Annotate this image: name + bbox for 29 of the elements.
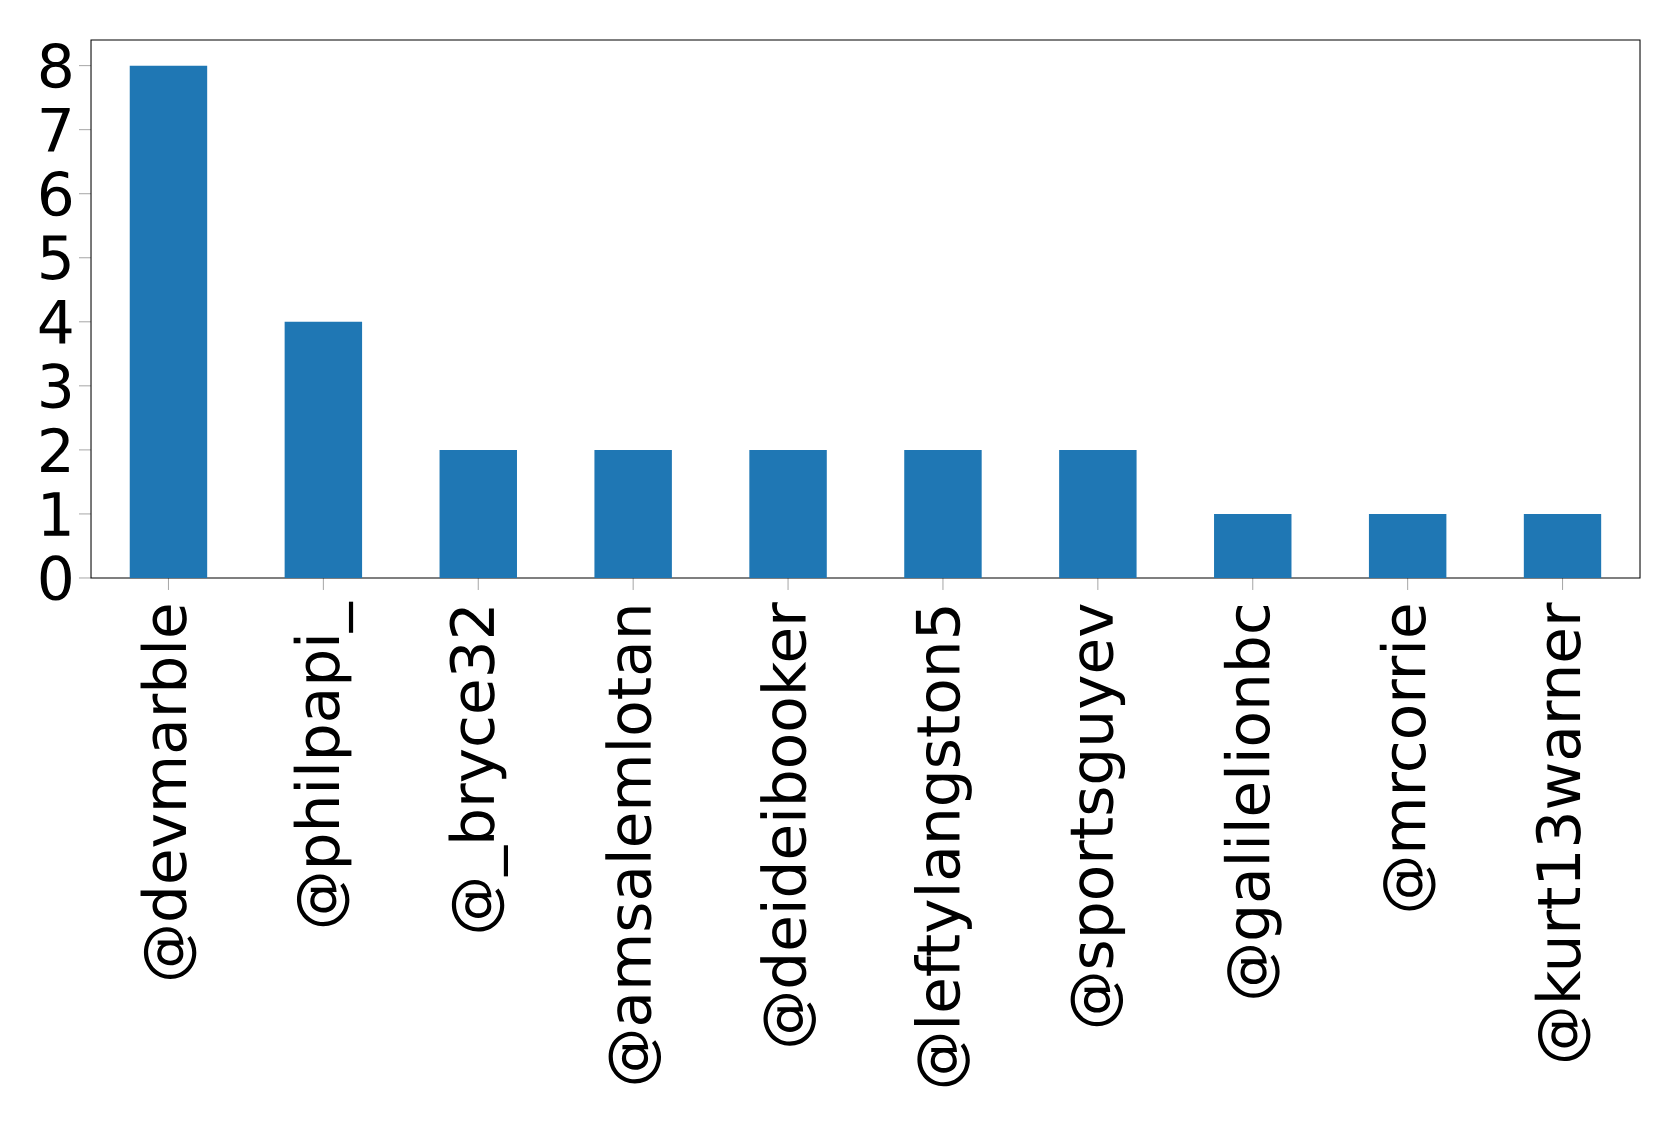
y-tick-label: 0 bbox=[40, 555, 71, 601]
x-tick-label: @leftylangston5 bbox=[914, 607, 972, 1087]
x-tick-label: @galilelionbc bbox=[1223, 606, 1282, 998]
bar bbox=[439, 449, 517, 578]
y-tick-label: 7 bbox=[41, 107, 70, 152]
bar bbox=[749, 449, 827, 578]
x-tick-label: @devmarble bbox=[140, 605, 197, 979]
y-tick-label: 3 bbox=[41, 363, 71, 409]
x-tick-label: @deideibooker bbox=[760, 602, 816, 1046]
x-tick-label: @sportsguyev bbox=[1070, 604, 1126, 1027]
x-tick-label: @amsalemlotan bbox=[605, 607, 662, 1084]
y-tick-label: 8 bbox=[40, 43, 71, 89]
y-tick-label: 1 bbox=[43, 492, 70, 536]
y-tick-label: 4 bbox=[39, 300, 72, 344]
x-tick-label: @philpapi_ bbox=[293, 601, 354, 927]
x-tick-label: @_bryce32 bbox=[448, 608, 509, 932]
x-tick-label: @mrcorrie bbox=[1379, 605, 1436, 911]
y-tick-label: 2 bbox=[41, 427, 69, 473]
x-tick-label: @kurt13warner bbox=[1534, 602, 1591, 1062]
bar bbox=[1059, 449, 1137, 578]
bar bbox=[1368, 513, 1447, 578]
bar bbox=[129, 65, 208, 578]
bar bbox=[904, 449, 982, 578]
y-tick-label: 6 bbox=[40, 171, 72, 217]
bar bbox=[284, 321, 363, 578]
bar bbox=[1214, 513, 1292, 578]
bar bbox=[594, 449, 672, 578]
y-tick-label: 5 bbox=[41, 235, 70, 280]
bar bbox=[1523, 513, 1602, 578]
